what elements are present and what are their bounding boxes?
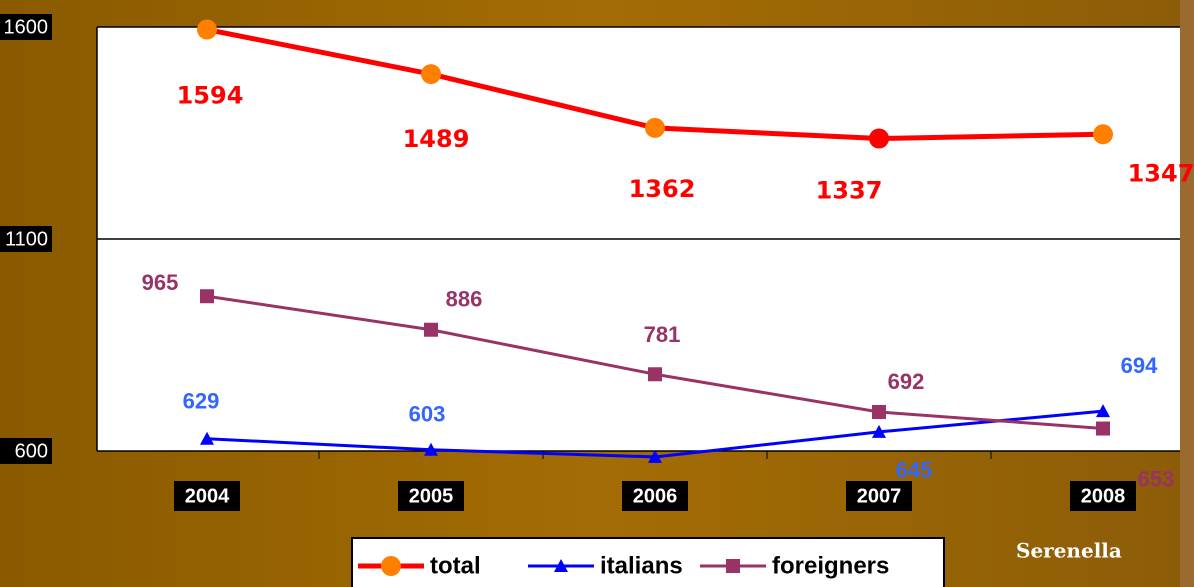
x-tick-label: 2008 <box>1081 485 1126 507</box>
data-label: 1594 <box>177 82 244 110</box>
marker <box>872 424 886 438</box>
marker <box>1093 124 1113 145</box>
data-label: 1347 <box>1128 159 1194 187</box>
marker <box>197 19 217 40</box>
y-tick-box <box>0 226 52 252</box>
data-label: 692 <box>888 369 925 394</box>
marker <box>645 117 665 138</box>
side-strip <box>1180 0 1194 587</box>
legend-label: total <box>430 552 481 579</box>
x-tick-box <box>846 481 912 511</box>
x-tick-box <box>398 481 464 511</box>
legend-label: foreigners <box>772 552 889 579</box>
marker <box>872 404 886 419</box>
y-tick-box <box>0 438 52 464</box>
data-label: 653 <box>1138 466 1175 491</box>
marker <box>1096 404 1110 418</box>
marker <box>424 442 438 456</box>
data-label: 1362 <box>629 175 696 203</box>
y-tick-label: 1100 <box>5 228 48 250</box>
annotation: Serenella <box>1016 539 1122 563</box>
data-label: 886 <box>446 287 483 312</box>
x-tick-label: 2004 <box>185 485 230 507</box>
marker <box>200 289 214 304</box>
x-tick-label: 2005 <box>409 485 454 507</box>
marker <box>648 367 662 382</box>
data-label: 1489 <box>403 125 470 153</box>
data-label: 694 <box>1121 353 1158 378</box>
marker <box>869 128 889 149</box>
data-label: 629 <box>183 389 220 414</box>
marker <box>421 64 441 85</box>
data-label: 603 <box>409 402 446 427</box>
marker <box>648 449 662 463</box>
legend-marker <box>726 559 740 573</box>
legend-marker <box>381 556 401 576</box>
legend-label: italians <box>600 552 683 579</box>
data-label: 781 <box>644 322 681 347</box>
x-tick-box <box>174 481 240 511</box>
x-tick-box <box>622 481 688 511</box>
y-tick-label: 1600 <box>4 16 49 38</box>
legend-box <box>351 537 945 587</box>
marker <box>200 431 214 445</box>
x-tick-label: 2006 <box>633 485 678 507</box>
x-tick-label: 2007 <box>857 485 902 507</box>
marker <box>424 322 438 337</box>
data-label: 965 <box>142 270 179 295</box>
y-tick-box <box>0 14 52 40</box>
x-tick-box <box>1070 481 1136 511</box>
data-label: 645 <box>896 458 933 483</box>
y-tick-label: 600 <box>15 440 48 462</box>
data-label: 1337 <box>816 177 883 205</box>
marker <box>1096 421 1110 436</box>
legend-marker <box>554 559 568 572</box>
